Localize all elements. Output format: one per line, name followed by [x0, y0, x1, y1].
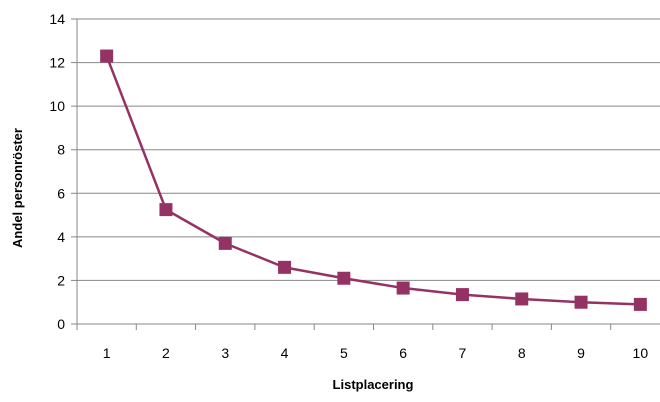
x-tick-label: 7 [459, 345, 467, 361]
x-tick-label: 2 [162, 345, 170, 361]
x-tick-label: 4 [281, 345, 289, 361]
x-tick-label: 8 [518, 345, 526, 361]
series-line [105, 55, 641, 306]
data-point-marker [574, 295, 588, 309]
grid-layer [77, 18, 660, 281]
y-tick-label: 4 [57, 229, 65, 245]
data-point-marker [218, 236, 232, 250]
x-tick-label: 3 [221, 345, 229, 361]
x-tick-label: 10 [633, 345, 649, 361]
x-tick-label: 9 [577, 345, 585, 361]
data-point-marker [159, 203, 173, 217]
y-tick-label: 8 [57, 142, 65, 158]
data-point-marker [100, 49, 114, 63]
y-axis-title: Andel personröster [10, 128, 25, 248]
y-tick-label: 6 [57, 185, 65, 201]
series-layer [100, 49, 647, 311]
x-axis-title: Listplacering [333, 377, 414, 392]
y-tick-label: 14 [49, 11, 65, 27]
data-point-marker [515, 292, 529, 306]
data-point-marker [278, 260, 292, 274]
y-tick-label: 2 [57, 272, 65, 288]
data-point-marker [633, 297, 647, 311]
x-tick-label: 6 [399, 345, 407, 361]
data-point-marker [337, 271, 351, 285]
x-tick-label: 1 [103, 345, 111, 361]
y-tick-label: 10 [49, 98, 65, 114]
x-tick-label: 5 [340, 345, 348, 361]
y-tick-label: 0 [57, 316, 65, 332]
data-point-marker [396, 281, 410, 295]
data-point-marker [455, 288, 469, 302]
y-tick-label: 12 [49, 55, 65, 71]
